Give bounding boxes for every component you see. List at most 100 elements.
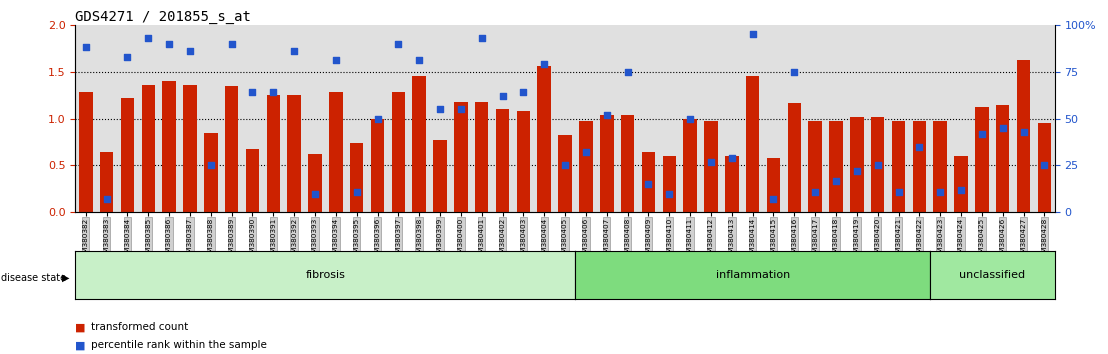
- Point: [952, 187, 970, 193]
- Point: [681, 116, 699, 121]
- Bar: [287, 95, 301, 212]
- Bar: [809, 121, 822, 212]
- Text: disease state: disease state: [1, 273, 66, 283]
- Point: [786, 69, 803, 74]
- Bar: [601, 115, 614, 212]
- Point: [994, 125, 1012, 131]
- Bar: [975, 107, 988, 212]
- Bar: [475, 102, 489, 212]
- Point: [869, 162, 886, 168]
- Point: [410, 58, 428, 63]
- Point: [494, 93, 512, 99]
- Point: [244, 90, 261, 95]
- Bar: [371, 119, 384, 212]
- Bar: [996, 105, 1009, 212]
- Text: fibrosis: fibrosis: [306, 270, 346, 280]
- Bar: [767, 158, 780, 212]
- Point: [265, 90, 283, 95]
- Bar: [933, 121, 947, 212]
- Bar: [225, 86, 238, 212]
- Bar: [871, 117, 884, 212]
- Text: ■: ■: [75, 340, 85, 350]
- Point: [306, 191, 324, 196]
- Point: [98, 196, 115, 202]
- Point: [932, 189, 950, 195]
- Bar: [620, 115, 635, 212]
- Bar: [329, 92, 342, 212]
- Point: [452, 106, 470, 112]
- Point: [702, 159, 720, 165]
- Bar: [725, 156, 739, 212]
- Bar: [267, 95, 280, 212]
- Point: [973, 131, 991, 136]
- Point: [765, 196, 782, 202]
- Bar: [433, 140, 447, 212]
- Bar: [495, 109, 510, 212]
- Point: [431, 106, 449, 112]
- Text: unclassified: unclassified: [960, 270, 1025, 280]
- Point: [348, 189, 366, 195]
- Bar: [246, 149, 259, 212]
- Text: percentile rank within the sample: percentile rank within the sample: [91, 340, 267, 350]
- Bar: [391, 92, 406, 212]
- Point: [848, 168, 865, 174]
- Point: [285, 48, 302, 54]
- Bar: [1037, 123, 1051, 212]
- Point: [473, 35, 491, 41]
- Point: [119, 54, 136, 59]
- Bar: [913, 121, 926, 212]
- Text: inflammation: inflammation: [716, 270, 790, 280]
- Bar: [412, 76, 425, 212]
- Point: [223, 41, 240, 46]
- Point: [327, 58, 345, 63]
- Point: [577, 149, 595, 155]
- Bar: [537, 66, 551, 212]
- Bar: [142, 85, 155, 212]
- Bar: [579, 121, 593, 212]
- Point: [535, 61, 553, 67]
- Bar: [663, 156, 676, 212]
- Bar: [954, 156, 967, 212]
- Bar: [684, 119, 697, 212]
- Point: [828, 178, 845, 183]
- Bar: [1017, 61, 1030, 212]
- Point: [140, 35, 157, 41]
- Bar: [100, 152, 113, 212]
- Point: [618, 69, 636, 74]
- Text: GDS4271 / 201855_s_at: GDS4271 / 201855_s_at: [75, 10, 252, 24]
- Bar: [204, 133, 217, 212]
- Point: [390, 41, 408, 46]
- Point: [639, 181, 657, 187]
- Point: [807, 189, 824, 195]
- Bar: [558, 136, 572, 212]
- Point: [911, 144, 929, 149]
- Bar: [642, 152, 655, 212]
- Point: [161, 41, 178, 46]
- Point: [1015, 129, 1033, 135]
- Point: [890, 189, 907, 195]
- Bar: [850, 117, 863, 212]
- Bar: [308, 154, 321, 212]
- Bar: [121, 98, 134, 212]
- Bar: [788, 103, 801, 212]
- Bar: [829, 121, 843, 212]
- Text: ▶: ▶: [62, 273, 70, 283]
- Bar: [350, 143, 363, 212]
- Point: [1036, 162, 1054, 168]
- Bar: [454, 102, 468, 212]
- Bar: [516, 111, 530, 212]
- Bar: [163, 81, 176, 212]
- Point: [556, 162, 574, 168]
- Point: [202, 162, 219, 168]
- Point: [514, 90, 532, 95]
- Bar: [183, 85, 197, 212]
- Point: [369, 116, 387, 121]
- Point: [76, 45, 94, 50]
- Bar: [79, 92, 93, 212]
- Bar: [892, 121, 905, 212]
- Point: [660, 191, 678, 196]
- Text: ■: ■: [75, 322, 85, 332]
- Point: [598, 112, 616, 118]
- Bar: [705, 121, 718, 212]
- Point: [743, 31, 761, 37]
